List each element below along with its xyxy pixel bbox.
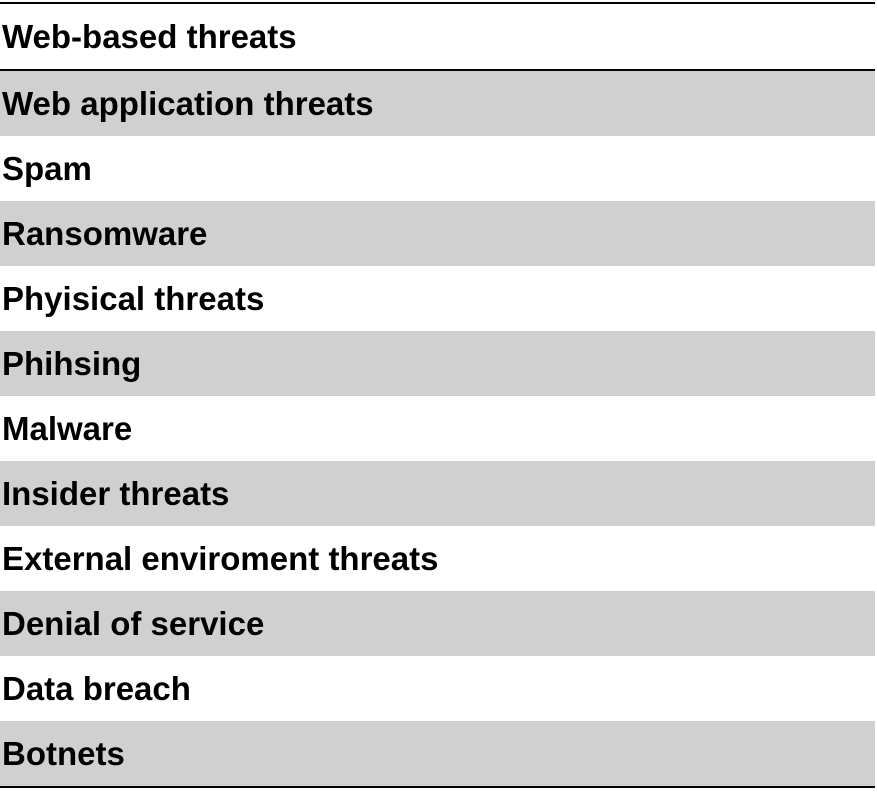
table-row: Botnets <box>0 721 875 787</box>
table-row: Insider threats <box>0 461 875 526</box>
table-cell: Insider threats <box>0 461 875 526</box>
threats-table: Web-based threats Web application threat… <box>0 2 875 788</box>
table-row: Web application threats <box>0 70 875 136</box>
table-row: Ransomware <box>0 201 875 266</box>
table-cell: Ransomware <box>0 201 875 266</box>
table-cell: Denial of service <box>0 591 875 656</box>
table-row: Data breach <box>0 656 875 721</box>
table-cell: Botnets <box>0 721 875 787</box>
table-cell: External enviroment threats <box>2 540 439 577</box>
table-cell: Spam <box>2 150 92 187</box>
table-cell: Data breach <box>2 670 191 707</box>
table-cell: Web application threats <box>0 70 875 136</box>
table-cell: Phihsing <box>0 331 875 396</box>
table-row: Spam <box>0 136 875 201</box>
table-row: Phyisical threats <box>0 266 875 331</box>
table-row: Phihsing <box>0 331 875 396</box>
table-row: External enviroment threats <box>0 526 875 591</box>
table-header-cell: Web-based threats <box>0 3 875 71</box>
table-row: Denial of service <box>0 591 875 656</box>
table-cell: Phyisical threats <box>2 280 265 317</box>
table-cell: Malware <box>2 410 133 447</box>
table-header-row: Web-based threats <box>0 3 875 71</box>
table-row: Malware <box>0 396 875 461</box>
